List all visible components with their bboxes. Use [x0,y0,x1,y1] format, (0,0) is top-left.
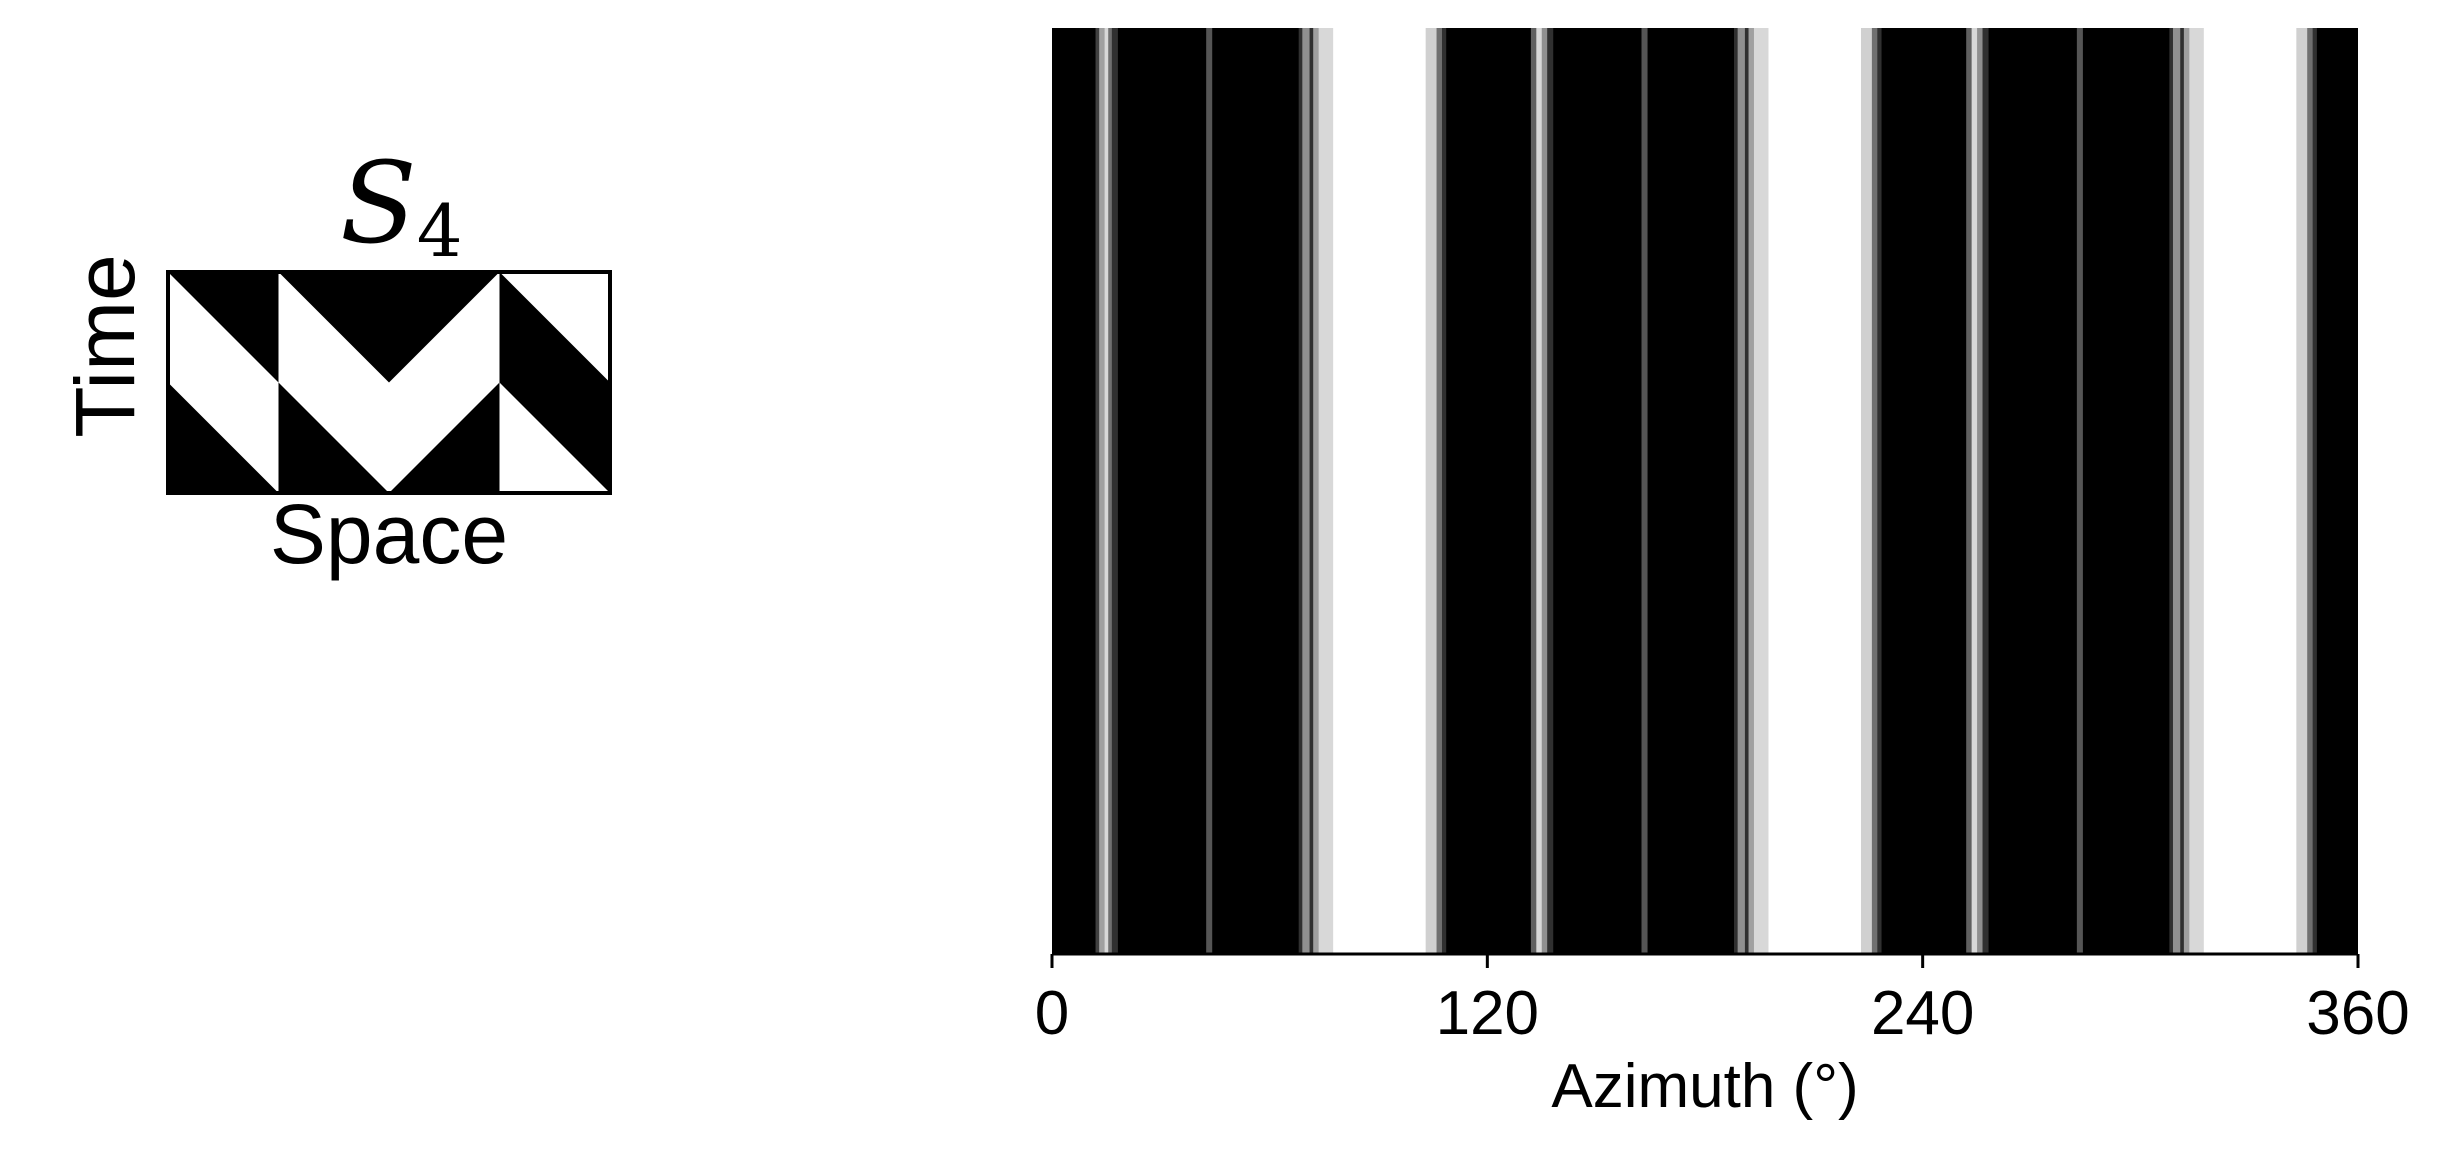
heatmap-band [2189,28,2205,954]
schematic-title-subscript: 4 [417,189,463,273]
x-ticks: 0 120 240 360 [1035,954,2410,1048]
heatmap-band [1111,28,1118,954]
heatmap-band [1333,28,1427,954]
schematic-frame [166,270,612,495]
x-tick-label: 360 [2306,979,2409,1048]
heatmap-band [1982,28,1989,954]
heatmap-band [2169,28,2174,954]
heatmap-band [2307,28,2314,954]
schematic-ylabel: Time [58,254,152,438]
heatmap-band [1541,28,1548,954]
x-axis-label: Azimuth (°) [1551,1052,1858,1121]
heatmap-band [2312,28,2317,954]
heatmap-band [2203,28,2297,954]
heatmap-band [1302,28,1311,954]
heatmap-band [1737,28,1746,954]
schematic-pattern [168,272,610,493]
heatmap-band [1318,28,1334,954]
heatmap-band [2296,28,2308,954]
schematic-xlabel: Space [270,487,508,581]
heatmap-band [1971,28,1978,954]
heatmap-band [2076,28,2083,954]
schematic-triangle [389,382,500,493]
heatmap-band [1877,28,1882,954]
heatmap-band [2172,28,2181,954]
heatmap-band [1436,28,1443,954]
schematic-triangle [278,272,389,383]
x-tick-label: 0 [1035,979,1069,1048]
heatmap-band [1641,28,1648,954]
heatmap-bands [1095,28,2317,954]
schematic-triangle [278,382,389,493]
heatmap-band [1977,28,1984,954]
x-tick-label: 240 [1871,979,1974,1048]
x-tick-label: 120 [1436,979,1539,1048]
heatmap-band [1748,28,1755,954]
heatmap-band [1860,28,1873,954]
heatmap-band [1744,28,1750,954]
heatmap-band [1425,28,1438,954]
heatmap-band [1871,28,1878,954]
heatmap-band [1768,28,1862,954]
heatmap-band [1753,28,1770,954]
stimulus-schematic: S4 Time Space [58,139,612,581]
heatmap-band [1108,28,1113,954]
schematic-triangle [499,272,610,383]
heatmap-band [1206,28,1213,954]
heatmap-band [1313,28,1320,954]
heatmap-band [2180,28,2185,954]
heatmap-band [1734,28,1739,954]
heatmap-band [1298,28,1303,954]
heatmap-band [1441,28,1447,954]
azimuth-heatmap: 0 120 240 360 Azimuth (°) [1035,28,2410,1121]
heatmap-band [1547,28,1554,954]
heatmap-band [1309,28,1314,954]
heatmap-band [1530,28,1537,954]
heatmap-band [1095,28,1100,954]
schematic-triangle [168,382,279,493]
schematic-triangle [499,382,610,493]
schematic-title-symbol: S [340,139,417,269]
schematic-triangle [168,272,279,383]
heatmap-background [1052,28,2358,954]
heatmap-band [1966,28,1973,954]
schematic-triangle [389,272,500,383]
heatmap-band [1099,28,1106,954]
heatmap-band [1536,28,1543,954]
heatmap-band [2183,28,2190,954]
heatmap-band [1104,28,1109,954]
schematic-title: S4 [340,139,463,273]
